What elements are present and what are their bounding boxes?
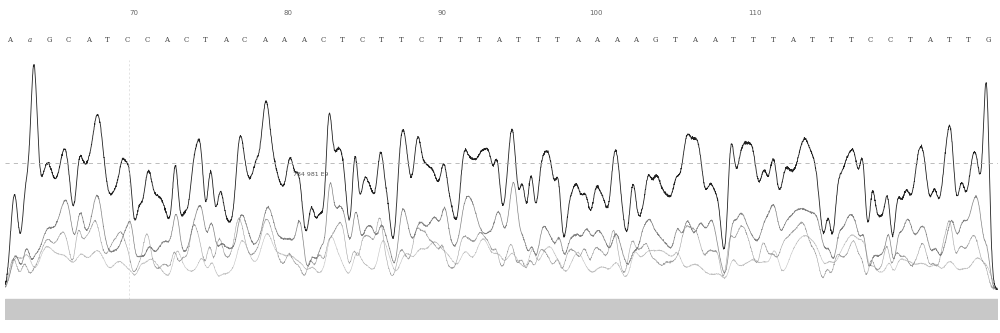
Text: T: T (966, 36, 971, 44)
Text: G: G (46, 36, 52, 44)
Text: A: A (614, 36, 619, 44)
Text: T: T (555, 36, 560, 44)
Text: T: T (810, 36, 814, 44)
Text: T: T (751, 36, 756, 44)
Text: C: C (66, 36, 71, 44)
Text: T: T (105, 36, 110, 44)
Text: A: A (927, 36, 932, 44)
Text: C: C (320, 36, 326, 44)
Text: T: T (771, 36, 775, 44)
Text: T: T (477, 36, 482, 44)
Text: G: G (985, 36, 991, 44)
Text: 80: 80 (284, 10, 293, 16)
Text: T: T (458, 36, 462, 44)
Text: A: A (301, 36, 306, 44)
Text: 90: 90 (437, 10, 446, 16)
Text: T: T (340, 36, 345, 44)
Text: 784 981 E9: 784 981 E9 (293, 172, 328, 177)
Text: T: T (849, 36, 854, 44)
Text: G: G (653, 36, 658, 44)
Text: A: A (790, 36, 795, 44)
Text: C: C (418, 36, 423, 44)
Text: T: T (731, 36, 736, 44)
Text: T: T (203, 36, 208, 44)
Text: a: a (27, 36, 32, 44)
Text: C: C (242, 36, 247, 44)
Text: A: A (575, 36, 580, 44)
Bar (5, 299, 998, 320)
Text: A: A (594, 36, 599, 44)
Text: T: T (399, 36, 404, 44)
Text: T: T (673, 36, 677, 44)
Text: A: A (86, 36, 91, 44)
Text: C: C (888, 36, 893, 44)
Text: A: A (712, 36, 717, 44)
Text: C: C (183, 36, 189, 44)
Text: T: T (536, 36, 541, 44)
Text: A: A (497, 36, 502, 44)
Text: A: A (164, 36, 169, 44)
Text: A: A (281, 36, 286, 44)
Text: A: A (262, 36, 267, 44)
Text: T: T (947, 36, 951, 44)
Text: 110: 110 (748, 10, 761, 16)
Text: C: C (125, 36, 130, 44)
Text: C: C (359, 36, 365, 44)
Text: A: A (223, 36, 228, 44)
Text: C: C (144, 36, 150, 44)
Text: A: A (7, 36, 12, 44)
Text: T: T (438, 36, 443, 44)
Text: T: T (829, 36, 834, 44)
Text: T: T (379, 36, 384, 44)
Text: A: A (692, 36, 697, 44)
Text: 100: 100 (589, 10, 603, 16)
Text: C: C (868, 36, 873, 44)
Text: T: T (907, 36, 912, 44)
Text: T: T (516, 36, 521, 44)
Text: A: A (633, 36, 638, 44)
Text: 70: 70 (130, 10, 139, 16)
